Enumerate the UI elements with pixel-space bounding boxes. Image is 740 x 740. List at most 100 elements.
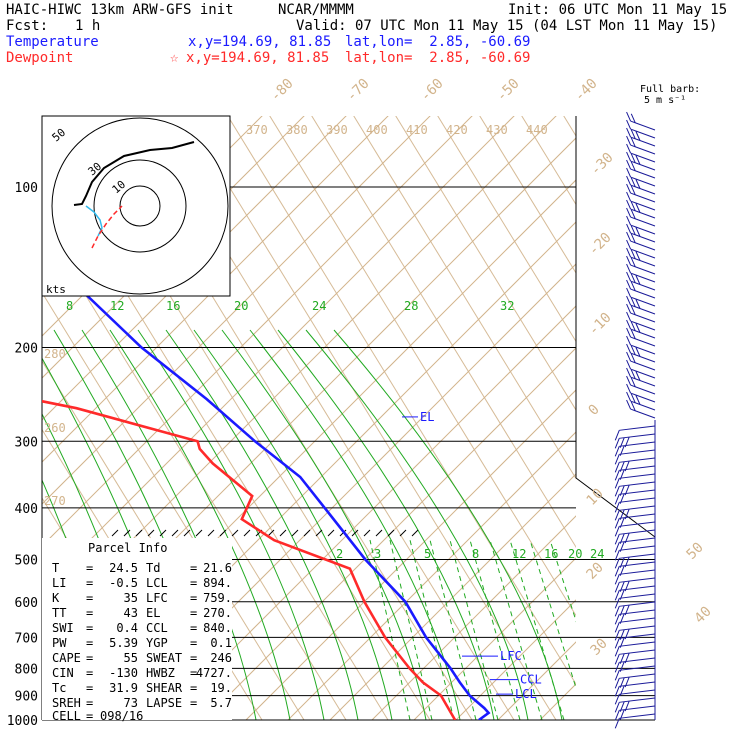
parcel-equals: = xyxy=(190,591,197,605)
parcel-equals: = xyxy=(86,666,93,680)
parcel-equals: = xyxy=(190,576,197,590)
wind-barb-flag xyxy=(626,191,632,202)
wind-barb-flag xyxy=(630,233,636,244)
mixing-ratio-label: 12 xyxy=(110,299,124,313)
parcel-label: PW xyxy=(52,636,67,650)
wind-barb xyxy=(630,320,656,331)
wind-barb-flag xyxy=(626,295,632,306)
wind-barb-flag xyxy=(630,185,636,196)
isotherm-line xyxy=(311,116,576,549)
mixing-ratio-label: 2 xyxy=(336,547,343,561)
profile-point xyxy=(487,712,490,714)
profile-point xyxy=(211,462,214,465)
wind-barb-flag xyxy=(626,343,632,354)
wind-barb xyxy=(630,408,656,419)
wind-barb-flag xyxy=(626,239,632,250)
wind-barb-flag xyxy=(635,155,641,165)
wind-barb-flag xyxy=(614,478,620,489)
wind-barb xyxy=(630,248,656,259)
dry-adiabat-label: 390 xyxy=(326,123,348,137)
parcel-value: 43 xyxy=(124,606,138,620)
freezing-hatch xyxy=(231,529,239,537)
mixing-ratio-line xyxy=(549,539,576,623)
moist-adiabat-line xyxy=(249,329,461,720)
wind-barb xyxy=(630,336,656,347)
parcel-label: HWBZ xyxy=(146,666,175,680)
parcel-equals: = xyxy=(86,696,93,710)
parcel-label: SREH xyxy=(52,696,81,710)
wind-barb-flag xyxy=(614,438,620,449)
wind-barb xyxy=(630,120,656,131)
wind-barb-flag xyxy=(626,367,632,378)
wind-barb-flag xyxy=(635,179,641,189)
profile-point xyxy=(205,398,208,400)
profile-point xyxy=(251,495,253,497)
dewpoint-xy: x,y=194.69, 81.85 xyxy=(186,50,330,66)
pressure-tick-label: 1000 xyxy=(7,714,38,729)
parcel-value: 73 xyxy=(124,696,138,710)
freezing-hatch xyxy=(411,529,419,537)
freezing-hatch xyxy=(219,529,227,537)
parcel-label: LAPSE xyxy=(146,696,182,710)
wind-barb xyxy=(619,705,656,711)
parcel-value: 0.1 xyxy=(210,636,232,650)
dry-adiabat-label: 260 xyxy=(44,421,66,435)
wind-barb-flag xyxy=(626,279,632,290)
temperature-legend: Temperature xyxy=(6,34,99,50)
wind-barb-flag xyxy=(614,694,620,705)
wind-barb xyxy=(619,673,656,679)
isotherm-label: 30 xyxy=(588,636,611,659)
freezing-hatch xyxy=(159,529,167,537)
isotherm-line xyxy=(437,116,576,343)
wind-barb xyxy=(619,553,656,559)
isotherm-line xyxy=(42,291,305,720)
mixing-ratio-line xyxy=(509,539,565,720)
wind-barb-flag xyxy=(630,129,636,140)
wind-barb-flag xyxy=(614,502,620,513)
wind-barb xyxy=(630,200,656,211)
pressure-tick-label: 200 xyxy=(15,341,38,356)
wind-barb-flag xyxy=(614,574,620,585)
wind-barb xyxy=(619,657,656,663)
wind-barb-flag xyxy=(626,359,632,370)
wind-barb-flag xyxy=(630,353,636,364)
wind-barb xyxy=(619,689,656,695)
fcst-label: Fcst: xyxy=(6,18,49,34)
wind-barb-flag xyxy=(630,113,636,124)
wind-barb-flag xyxy=(630,377,636,388)
level-label-lfc: LFC xyxy=(500,649,522,663)
wind-barb xyxy=(619,681,656,687)
profile-point xyxy=(384,636,386,639)
pressure-tick-label: 800 xyxy=(15,662,38,677)
isotherm-line xyxy=(0,100,10,720)
barb-legend-line2: 5 m s⁻¹ xyxy=(644,95,686,106)
wind-barb-flag xyxy=(614,638,620,649)
isotherm-line xyxy=(722,100,740,720)
parcel-value: 19. xyxy=(210,681,232,695)
dry-adiabat-line xyxy=(666,100,740,720)
dry-adiabat-line xyxy=(413,557,576,720)
pressure-tick-label: 700 xyxy=(15,631,38,646)
pressure-tick-label: 900 xyxy=(15,690,38,705)
wind-barb-flag xyxy=(614,710,620,721)
wind-barb-flag xyxy=(630,369,636,380)
mixing-ratio-label: 5 xyxy=(424,547,431,561)
parcel-value: 5.39 xyxy=(109,636,138,650)
profile-point xyxy=(425,636,427,639)
isotherm-label: 50 xyxy=(684,540,707,563)
wind-barb-flag xyxy=(614,534,620,545)
dry-adiabat-line xyxy=(329,473,576,720)
pressure-tick-label: 300 xyxy=(15,435,38,450)
wind-barb-flag xyxy=(614,446,620,457)
mixing-ratio-line xyxy=(529,539,576,690)
parcel-cell-value: 098/16 xyxy=(100,709,143,723)
wind-barb-flag xyxy=(626,207,632,218)
parcel-value: 24.5 xyxy=(109,561,138,575)
mixing-ratio-label: 8 xyxy=(472,547,479,561)
level-label-el: EL xyxy=(420,410,434,424)
profile-point xyxy=(323,507,326,509)
wind-barb-flag xyxy=(626,151,632,162)
isotherm-label: -70 xyxy=(344,76,373,105)
parcel-label: CAPE xyxy=(52,651,81,665)
